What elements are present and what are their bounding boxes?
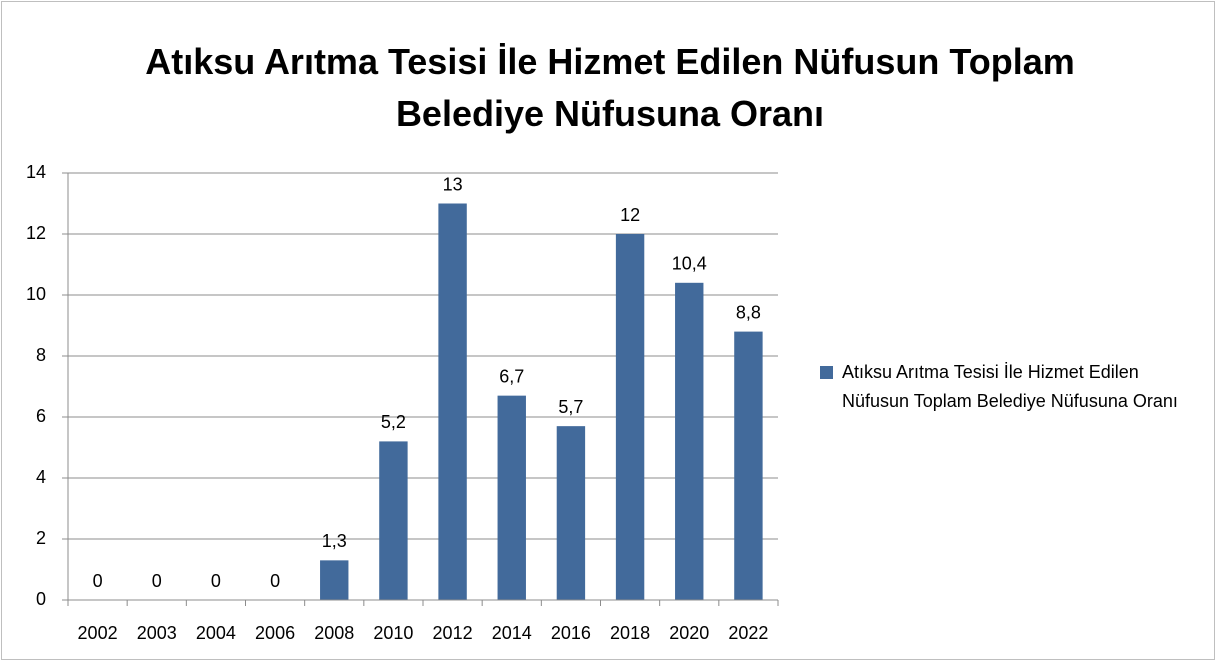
- data-label: 1,3: [322, 531, 347, 551]
- y-tick-label: 6: [36, 406, 46, 426]
- x-tick-label: 2022: [728, 623, 768, 643]
- bar: [379, 441, 408, 600]
- data-label: 5,7: [558, 397, 583, 417]
- y-tick-label: 14: [26, 162, 46, 182]
- data-label: 8,8: [736, 302, 761, 322]
- bar: [675, 282, 704, 600]
- x-tick-label: 2014: [492, 623, 532, 643]
- bar: [734, 331, 763, 600]
- legend-label: Atıksu Arıtma Tesisi İle Hizmet Edilen N…: [842, 362, 1178, 411]
- bar: [615, 234, 645, 600]
- bar: [497, 395, 526, 600]
- data-label: 13: [443, 174, 463, 194]
- y-tick-label: 2: [36, 528, 46, 548]
- y-tick-label: 8: [36, 345, 46, 365]
- data-label: 10,4: [672, 254, 707, 274]
- data-label: 0: [93, 571, 103, 591]
- y-tick-label: 12: [26, 223, 46, 243]
- data-label: 0: [152, 571, 162, 591]
- y-tick-label: 4: [36, 467, 46, 487]
- data-label: 12: [620, 205, 640, 225]
- bar: [556, 426, 586, 600]
- y-tick-label: 0: [36, 589, 46, 609]
- x-tick-label: 2002: [78, 623, 118, 643]
- data-label: 0: [270, 571, 280, 591]
- chart-title: Atıksu Arıtma Tesisi İle Hizmet Edilen N…: [145, 41, 1075, 134]
- x-tick-label: 2018: [610, 623, 650, 643]
- x-tick-label: 2006: [255, 623, 295, 643]
- legend: Atıksu Arıtma Tesisi İle Hizmet Edilen N…: [820, 358, 1180, 416]
- x-tick-label: 2012: [433, 623, 473, 643]
- bar: [320, 560, 349, 600]
- x-tick-label: 2003: [137, 623, 177, 643]
- x-tick-label: 2010: [373, 623, 413, 643]
- data-label: 6,7: [499, 366, 524, 386]
- bar: [438, 203, 467, 600]
- y-tick-label: 10: [26, 284, 46, 304]
- legend-swatch: [820, 366, 833, 379]
- x-tick-label: 2020: [669, 623, 709, 643]
- data-label: 5,2: [381, 412, 406, 432]
- x-tick-label: 2008: [314, 623, 354, 643]
- data-label: 0: [211, 571, 221, 591]
- x-tick-label: 2016: [551, 623, 591, 643]
- x-tick-label: 2004: [196, 623, 236, 643]
